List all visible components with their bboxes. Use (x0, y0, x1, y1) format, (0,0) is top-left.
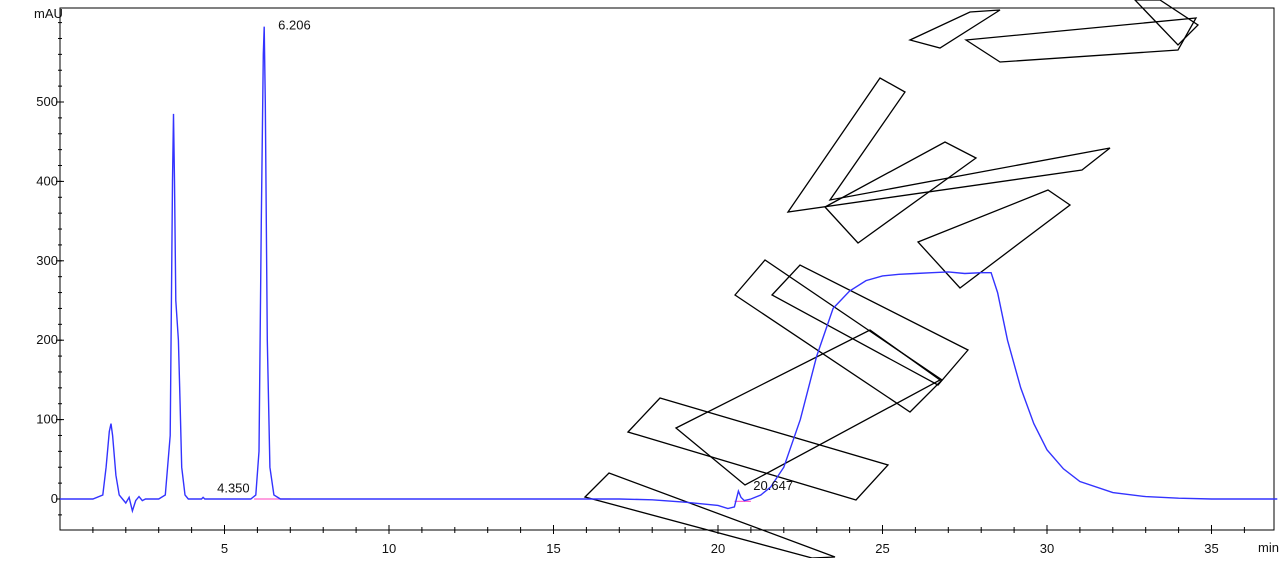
x-tick-label: 10 (382, 541, 396, 556)
x-tick-label: 30 (1040, 541, 1054, 556)
y-tick-label: 200 (36, 332, 58, 347)
x-tick-label: 20 (711, 541, 725, 556)
y-tick-label: 500 (36, 94, 58, 109)
x-tick-label: 25 (875, 541, 889, 556)
y-tick-label: 400 (36, 173, 58, 188)
chromatogram-line (60, 26, 1278, 514)
y-axis-label: mAU (34, 6, 63, 21)
peak-label: 20.647 (753, 478, 793, 493)
axes: 0 100 200 300 400 500 5 10 15 20 25 30 35 mAU min (34, 6, 1279, 556)
x-tick-label: 15 (546, 541, 560, 556)
y-tick-label: 300 (36, 253, 58, 268)
y-tick-label: 0 (51, 491, 58, 506)
y-tick-label: 100 (36, 412, 58, 427)
x-axis-label: min (1258, 540, 1279, 555)
labels: 6.206 4.350 20.647 (217, 18, 793, 496)
watermark-logo (583, 0, 1200, 559)
plot-frame (59, 7, 1275, 531)
x-tick-label: 35 (1204, 541, 1218, 556)
plot-area (60, 26, 1278, 514)
peak-label: 6.206 (278, 18, 311, 33)
x-tick-label: 5 (221, 541, 228, 556)
peak-label: 4.350 (217, 480, 250, 495)
